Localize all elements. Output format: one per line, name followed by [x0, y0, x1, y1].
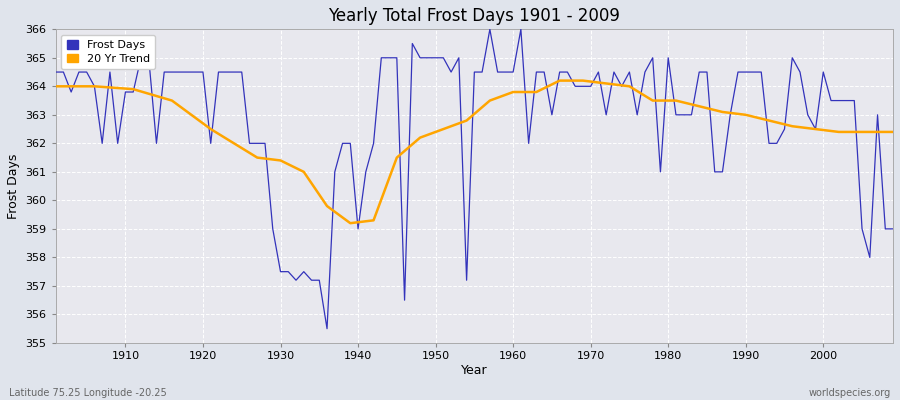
- 20 Yr Trend: [166, 98, 177, 103]
- 20 Yr Trend: [438, 127, 449, 132]
- 20 Yr Trend: [89, 84, 100, 89]
- 20 Yr Trend: [415, 135, 426, 140]
- 20 Yr Trend: [880, 130, 891, 134]
- 20 Yr Trend: [694, 104, 705, 109]
- Y-axis label: Frost Days: Frost Days: [7, 154, 20, 219]
- 20 Yr Trend: [554, 78, 565, 83]
- Text: Latitude 75.25 Longitude -20.25: Latitude 75.25 Longitude -20.25: [9, 388, 166, 398]
- Frost Days: [50, 70, 61, 74]
- 20 Yr Trend: [787, 124, 797, 129]
- Frost Days: [283, 269, 293, 274]
- Frost Days: [516, 27, 526, 32]
- 20 Yr Trend: [810, 127, 821, 132]
- Frost Days: [321, 326, 332, 331]
- 20 Yr Trend: [299, 170, 310, 174]
- 20 Yr Trend: [368, 218, 379, 223]
- Frost Days: [338, 141, 348, 146]
- X-axis label: Year: Year: [461, 364, 488, 377]
- 20 Yr Trend: [182, 110, 193, 114]
- 20 Yr Trend: [857, 130, 868, 134]
- 20 Yr Trend: [624, 84, 634, 89]
- 20 Yr Trend: [50, 84, 61, 89]
- 20 Yr Trend: [833, 130, 844, 134]
- 20 Yr Trend: [717, 110, 728, 114]
- Line: 20 Yr Trend: 20 Yr Trend: [56, 81, 893, 223]
- 20 Yr Trend: [670, 98, 681, 103]
- 20 Yr Trend: [345, 221, 356, 226]
- 20 Yr Trend: [763, 118, 774, 123]
- Line: Frost Days: Frost Days: [56, 29, 893, 329]
- 20 Yr Trend: [887, 130, 898, 134]
- 20 Yr Trend: [578, 78, 589, 83]
- 20 Yr Trend: [229, 141, 239, 146]
- Frost Days: [887, 226, 898, 231]
- Frost Days: [484, 27, 495, 32]
- 20 Yr Trend: [741, 112, 751, 117]
- 20 Yr Trend: [484, 98, 495, 103]
- Title: Yearly Total Frost Days 1901 - 2009: Yearly Total Frost Days 1901 - 2009: [328, 7, 620, 25]
- 20 Yr Trend: [128, 87, 139, 92]
- 20 Yr Trend: [205, 127, 216, 132]
- 20 Yr Trend: [252, 155, 263, 160]
- 20 Yr Trend: [508, 90, 518, 94]
- 20 Yr Trend: [275, 158, 286, 163]
- 20 Yr Trend: [321, 204, 332, 208]
- Legend: Frost Days, 20 Yr Trend: Frost Days, 20 Yr Trend: [61, 35, 156, 70]
- Frost Days: [523, 141, 534, 146]
- 20 Yr Trend: [601, 81, 612, 86]
- 20 Yr Trend: [647, 98, 658, 103]
- 20 Yr Trend: [392, 155, 402, 160]
- Frost Days: [616, 84, 627, 89]
- 20 Yr Trend: [461, 118, 472, 123]
- 20 Yr Trend: [531, 90, 542, 94]
- Frost Days: [112, 141, 123, 146]
- Text: worldspecies.org: worldspecies.org: [809, 388, 891, 398]
